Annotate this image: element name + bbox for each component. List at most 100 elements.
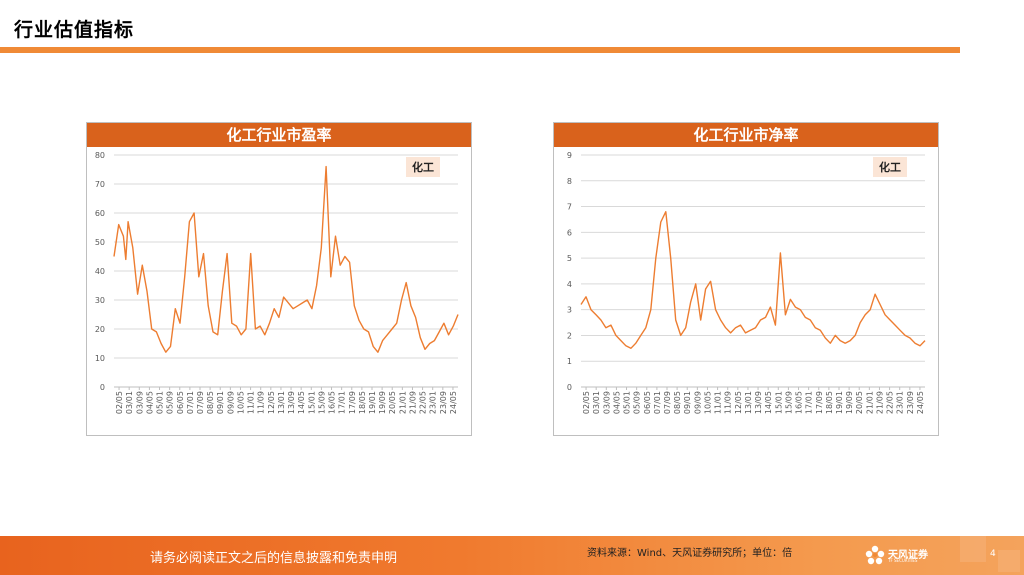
pe-x-tick-label: 24/05 <box>449 391 458 414</box>
pb-x-tick-label: 10/05 <box>703 391 712 414</box>
pe-y-tick-label: 20 <box>95 325 105 334</box>
pb-x-tick-label: 06/05 <box>643 391 652 414</box>
pe-x-tick-label: 20/05 <box>388 391 397 414</box>
pb-x-tick-label: 03/09 <box>602 391 611 414</box>
pb-y-tick-label: 8 <box>567 177 572 186</box>
pe-x-tick-label: 14/05 <box>297 391 306 414</box>
pb-legend-box <box>873 157 907 177</box>
decor-square <box>998 550 1020 572</box>
pe-x-tick-label: 16/05 <box>328 391 337 414</box>
pb-y-tick-label: 0 <box>567 383 572 392</box>
pb-x-tick-label: 12/05 <box>734 391 743 414</box>
pb-y-tick-label: 6 <box>567 228 572 237</box>
pb-x-tick-label: 19/01 <box>835 391 844 414</box>
pb-x-tick-label: 14/05 <box>764 391 773 414</box>
pe-x-tick-label: 19/09 <box>378 391 387 414</box>
pb-x-tick-label: 15/09 <box>784 391 793 414</box>
pb-x-tick-label: 07/09 <box>663 391 672 414</box>
footer-disclaimer[interactable]: 请务必阅读正文之后的信息披露和免责申明 <box>150 551 398 566</box>
page-number: 4 <box>990 549 996 559</box>
pb-x-tick-label: 04/05 <box>612 391 621 414</box>
footer-bar: 请务必阅读正文之后的信息披露和免责申明 资料来源：Wind、天风证券研究所；单位… <box>0 536 1024 575</box>
pe-x-tick-label: 05/09 <box>166 391 175 414</box>
pb-x-tick-label: 05/09 <box>633 391 642 414</box>
pb-x-tick-label: 22/05 <box>886 391 895 414</box>
pb-y-tick-label: 4 <box>567 280 572 289</box>
pb-x-tick-label: 17/09 <box>815 391 824 414</box>
title-underline <box>0 47 960 53</box>
pe-x-tick-label: 15/09 <box>317 391 326 414</box>
pe-chart-panel: 化工行业市盈率 0 10 20 30 40 50 60 70 80 02/05 03/01 03/09… <box>86 122 472 436</box>
pe-x-tick-label: 03/09 <box>135 391 144 414</box>
pb-x-tick-label: 23/01 <box>896 391 905 414</box>
pe-x-tick-label: 11/01 <box>247 391 256 414</box>
pe-x-tick-label: 07/01 <box>186 391 195 414</box>
pb-y-tick-label: 2 <box>567 331 572 340</box>
pe-y-tick-label: 30 <box>95 296 105 305</box>
pe-x-tick-label: 19/01 <box>368 391 377 414</box>
pb-x-tick-label: 13/09 <box>754 391 763 414</box>
decor-square <box>960 536 986 562</box>
pe-y-tick-label: 50 <box>95 238 105 247</box>
pe-legend-label: 化工 <box>412 160 434 174</box>
pe-x-tick-label: 23/09 <box>439 391 448 414</box>
pb-x-tick-label: 21/01 <box>865 391 874 414</box>
pe-series-line <box>113 165 459 353</box>
pe-x-tick-label: 09/09 <box>226 391 235 414</box>
pb-x-tick-label: 02/05 <box>582 391 591 414</box>
pe-x-tick-label: 08/05 <box>206 391 215 414</box>
pe-x-tick-label: 21/09 <box>408 391 417 414</box>
pe-y-tick-label: 80 <box>95 151 105 160</box>
pb-x-tick-label: 23/09 <box>906 391 915 414</box>
pb-y-tick-label: 7 <box>567 203 572 212</box>
pb-y-tick-label: 1 <box>567 357 572 366</box>
pe-chart-title: 化工行业市盈率 <box>87 123 471 147</box>
logo-name: 天风证券 <box>888 550 928 561</box>
pb-chart: 0 1 2 3 4 5 6 7 8 9 02/05 03/01 03/09 04/05 05/01 05/09… <box>567 151 926 414</box>
pb-x-tick-label: 08/05 <box>673 391 682 414</box>
pe-x-tick-label: 02/05 <box>115 391 124 414</box>
pb-x-tick-label: 03/01 <box>592 391 601 414</box>
pe-y-tick-label: 70 <box>95 180 105 189</box>
flower-logo-icon <box>865 545 885 565</box>
pe-x-tick-label: 05/01 <box>156 391 165 414</box>
pe-x-tick-label: 17/09 <box>348 391 357 414</box>
pe-y-tick-label: 40 <box>95 267 105 276</box>
pe-x-tick-label: 06/05 <box>176 391 185 414</box>
pb-legend-label: 化工 <box>879 160 901 174</box>
pe-y-tick-label: 60 <box>95 209 105 218</box>
pb-x-tick-label: 21/09 <box>875 391 884 414</box>
pe-x-tick-label: 12/05 <box>267 391 276 414</box>
pe-x-tick-label: 13/09 <box>287 391 296 414</box>
pb-chart-title: 化工行业市净率 <box>554 123 938 147</box>
pb-y-tick-label: 5 <box>567 254 572 263</box>
pe-x-tick-label: 18/05 <box>358 391 367 414</box>
pb-x-tick-label: 05/01 <box>623 391 632 414</box>
pe-x-tick-label: 03/01 <box>125 391 134 414</box>
pb-x-tick-label: 16/05 <box>795 391 804 414</box>
tf-securities-logo: 天风证券 TF SECURITIES <box>864 544 944 568</box>
data-source-note: 资料来源：Wind、天风证券研究所；单位：倍 <box>587 548 793 559</box>
pb-x-tick-label: 17/01 <box>805 391 814 414</box>
pe-y-tick-label: 10 <box>95 354 105 363</box>
pe-x-tick-label: 23/01 <box>429 391 438 414</box>
pb-y-tick-label: 3 <box>567 306 572 315</box>
pe-x-tick-label: 09/01 <box>216 391 225 414</box>
pb-y-tick-label: 9 <box>567 151 572 160</box>
logo-subtitle: TF SECURITIES <box>888 558 918 563</box>
pb-x-tick-label: 15/01 <box>774 391 783 414</box>
pe-legend-box <box>406 157 440 177</box>
pe-x-tick-label: 17/01 <box>338 391 347 414</box>
pe-x-tick-label: 11/09 <box>257 391 266 414</box>
pb-x-tick-label: 13/01 <box>744 391 753 414</box>
pb-x-tick-label: 09/01 <box>683 391 692 414</box>
pb-x-tick-label: 20/05 <box>855 391 864 414</box>
pe-x-tick-label: 22/05 <box>419 391 428 414</box>
page-title: 行业估值指标 <box>14 19 135 41</box>
pe-y-tick-label: 0 <box>100 383 105 392</box>
pb-series-line <box>580 211 926 349</box>
pb-x-tick-label: 19/09 <box>845 391 854 414</box>
pe-x-tick-label: 21/01 <box>398 391 407 414</box>
pe-x-tick-label: 04/05 <box>145 391 154 414</box>
